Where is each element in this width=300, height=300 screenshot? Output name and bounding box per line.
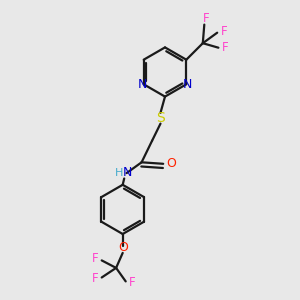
Text: F: F [92, 272, 98, 285]
Text: S: S [156, 111, 165, 125]
Text: F: F [92, 251, 98, 265]
Text: N: N [137, 78, 147, 91]
Text: F: F [220, 25, 227, 38]
Text: F: F [129, 275, 136, 289]
Text: F: F [202, 11, 209, 25]
Text: N: N [122, 166, 132, 179]
Text: O: O [118, 241, 128, 254]
Text: F: F [222, 41, 228, 54]
Text: O: O [166, 157, 175, 170]
Text: H: H [115, 167, 123, 178]
Text: N: N [183, 78, 193, 91]
